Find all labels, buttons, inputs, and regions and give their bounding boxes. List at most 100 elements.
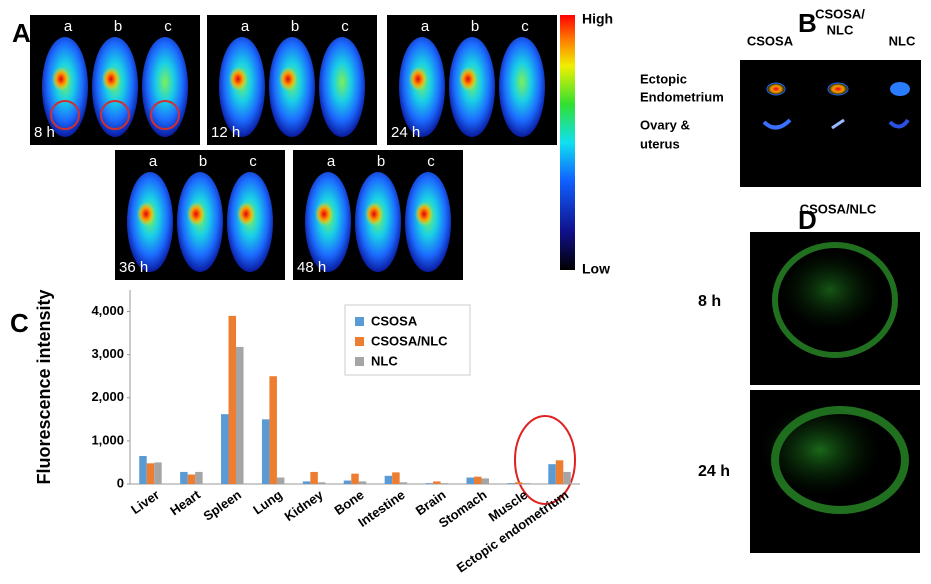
tissue-spot bbox=[766, 82, 786, 96]
mouse-label: b bbox=[114, 18, 122, 35]
time-label: 36 h bbox=[119, 259, 148, 276]
colorbar-low: Low bbox=[582, 261, 610, 277]
column-header: NLC bbox=[889, 33, 916, 48]
time-label: 48 h bbox=[297, 259, 326, 276]
highlight-ellipse bbox=[514, 415, 576, 505]
row-label: uterus bbox=[640, 136, 680, 151]
circle-mark bbox=[150, 100, 180, 130]
circle-mark bbox=[50, 100, 80, 130]
bar bbox=[358, 481, 367, 484]
colorbar-high: High bbox=[582, 11, 613, 27]
tissue-spot bbox=[890, 82, 910, 96]
hot-spot bbox=[137, 202, 155, 226]
bar bbox=[399, 482, 408, 484]
y-tick-label: 0 bbox=[117, 475, 124, 490]
mouse-signal bbox=[499, 37, 545, 137]
bar bbox=[139, 455, 147, 484]
hot-spot bbox=[459, 67, 477, 91]
tissue-signal bbox=[780, 250, 880, 330]
x-tick-label: Intestine bbox=[355, 487, 407, 530]
bar bbox=[221, 414, 229, 484]
y-axis-label: Fluorescence intensity bbox=[34, 289, 54, 484]
y-tick-label: 2,000 bbox=[91, 389, 124, 404]
hot-spot bbox=[415, 202, 433, 226]
bar bbox=[343, 480, 352, 484]
row-label: 24 h bbox=[698, 463, 730, 480]
mouse-label: a bbox=[327, 153, 336, 170]
legend-box bbox=[344, 304, 471, 376]
hot-spot bbox=[102, 67, 120, 91]
y-tick-label: 3,000 bbox=[91, 346, 124, 361]
mouse-label: a bbox=[149, 153, 158, 170]
tissue-signal bbox=[760, 405, 880, 495]
circle-mark bbox=[100, 100, 130, 130]
tissue-spot bbox=[762, 118, 792, 130]
hot-spot bbox=[409, 67, 427, 91]
column-header: CSOSA bbox=[747, 33, 794, 48]
bar bbox=[154, 462, 162, 484]
row-label: 8 h bbox=[698, 293, 721, 310]
tissue-spot bbox=[831, 118, 845, 130]
mouse-signal bbox=[319, 37, 365, 137]
bar bbox=[433, 481, 441, 484]
bar bbox=[466, 477, 474, 484]
y-tick-label: 4,000 bbox=[91, 303, 124, 318]
bar bbox=[555, 460, 564, 484]
row-label: Ectopic bbox=[640, 71, 687, 86]
hot-spot bbox=[52, 67, 70, 91]
hot-spot bbox=[365, 202, 383, 226]
panel-label: D bbox=[798, 205, 817, 235]
bar bbox=[236, 346, 244, 484]
row-label: Ovary & bbox=[640, 117, 690, 132]
legend-label: CSOSA/NLC bbox=[371, 333, 448, 348]
legend-label: NLC bbox=[371, 353, 398, 368]
panel-label: C bbox=[10, 308, 29, 338]
tissue-signal bbox=[772, 242, 898, 358]
time-label: 8 h bbox=[34, 124, 55, 141]
bar bbox=[269, 376, 277, 484]
column-header: NLC bbox=[827, 22, 854, 37]
panel-label: A bbox=[12, 18, 31, 48]
tissue-spot bbox=[888, 118, 910, 129]
bar bbox=[522, 483, 530, 484]
mouse-label: b bbox=[471, 18, 479, 35]
bar bbox=[384, 475, 393, 484]
legend-swatch bbox=[355, 357, 364, 366]
x-tick-label: Liver bbox=[128, 487, 162, 517]
x-tick-label: Lung bbox=[250, 487, 285, 518]
colorbar bbox=[560, 15, 575, 270]
legend-swatch bbox=[355, 317, 364, 326]
mouse-label: a bbox=[421, 18, 430, 35]
column-header: CSOSA/ bbox=[815, 6, 865, 21]
bar bbox=[228, 315, 237, 484]
bar bbox=[146, 463, 155, 484]
bar bbox=[317, 482, 326, 484]
bar bbox=[440, 483, 449, 484]
bar bbox=[302, 481, 311, 484]
bar bbox=[351, 473, 359, 484]
time-label: 24 h bbox=[391, 124, 420, 141]
y-tick-label: 1,000 bbox=[91, 432, 124, 447]
panel-label: B bbox=[798, 8, 817, 38]
bar bbox=[276, 477, 285, 484]
legend-swatch bbox=[355, 337, 364, 346]
mouse-label: a bbox=[241, 18, 250, 35]
mouse-label: b bbox=[199, 153, 207, 170]
row-label: Endometrium bbox=[640, 89, 724, 104]
bar bbox=[195, 471, 203, 484]
x-tick-label: Kidney bbox=[282, 487, 327, 525]
mouse-label: b bbox=[291, 18, 299, 35]
mouse-label: c bbox=[164, 18, 172, 35]
x-tick-label: Spleen bbox=[200, 487, 244, 524]
mouse-label: c bbox=[521, 18, 529, 35]
time-label: 12 h bbox=[211, 124, 240, 141]
bar bbox=[187, 474, 196, 484]
bar bbox=[507, 483, 515, 484]
hot-spot bbox=[187, 202, 205, 226]
legend-label: CSOSA bbox=[371, 313, 418, 328]
mouse-label: c bbox=[427, 153, 435, 170]
hot-spot bbox=[229, 67, 247, 91]
hot-spot bbox=[237, 202, 255, 226]
bar bbox=[473, 476, 482, 484]
